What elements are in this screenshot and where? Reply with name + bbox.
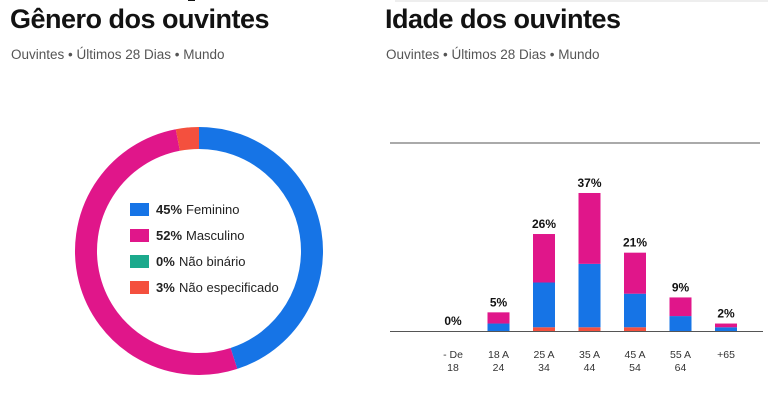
- age-subtitle: Ouvintes • Últimos 28 Dias • Mundo: [386, 47, 600, 62]
- bar-segment-masculino: [533, 234, 555, 283]
- legend-percent: 3%: [156, 280, 175, 295]
- bar-segment-masculino: [624, 252, 646, 294]
- donut-slice-masculino: [75, 129, 238, 375]
- legend-swatch: [130, 229, 149, 242]
- x-tick-label: 25 A 34: [533, 349, 554, 374]
- legend-swatch: [130, 255, 149, 268]
- legend-percent: 45%: [156, 202, 183, 217]
- bar-segment-feminino: [715, 327, 737, 331]
- bar-total-label: 0%: [444, 314, 462, 328]
- legend-label: Não especificado: [179, 280, 279, 295]
- bar-segment-feminino: [487, 323, 510, 331]
- bar-segment-nao-especificado: [533, 327, 555, 331]
- bar-segment-masculino: [578, 192, 601, 264]
- legend-swatch: [130, 203, 149, 216]
- bar-total-label: 9%: [672, 280, 690, 294]
- legend-label: Não binário: [179, 254, 246, 269]
- x-tick-label: - De 18: [443, 349, 463, 374]
- donut-slice-feminino: [198, 127, 323, 369]
- x-tick-label: 55 A 64: [670, 349, 691, 374]
- x-tick-label: 45 A 54: [624, 349, 645, 374]
- x-tick-label: 35 A 44: [579, 349, 600, 374]
- legend-percent: 0%: [156, 254, 175, 269]
- bar-total-label: 21%: [623, 236, 647, 250]
- age-title: Idade dos ouvintes: [385, 4, 621, 34]
- age-bar-chart: 0% - De 18 5% 18 A 24 26% 25 A 34 37% 35 A 44 21% 45 …: [390, 142, 763, 374]
- legend-label: Feminino: [186, 202, 240, 217]
- bar-segment-masculino: [487, 312, 510, 324]
- bar-segment-feminino: [624, 293, 646, 328]
- legend-swatch: [130, 281, 149, 294]
- bar-total-label: 2%: [717, 307, 735, 321]
- bar-segment-feminino: [669, 316, 692, 331]
- bar-total-label: 37%: [577, 176, 601, 190]
- gender-panel: Gênero dos ouvintes Ouvintes • Últimos 2…: [0, 0, 360, 400]
- bar-segment-masculino: [669, 297, 692, 317]
- legend-percent: 52%: [156, 228, 183, 243]
- x-tick-label: +65: [717, 349, 735, 361]
- gender-subtitle: Ouvintes • Últimos 28 Dias • Mundo: [11, 47, 225, 62]
- top-divider: [395, 0, 768, 2]
- x-tick-label: 18 A 24: [488, 349, 509, 374]
- top-marker: [188, 0, 195, 1]
- bar-segment-feminino: [578, 263, 601, 328]
- bar-segment-nao-especificado: [578, 327, 601, 331]
- age-panel: Idade dos ouvintes Ouvintes • Últimos 28…: [375, 0, 768, 400]
- bar-total-label: 26%: [532, 217, 556, 231]
- bar-segment-masculino: [715, 323, 737, 328]
- gender-donut-chart: [75, 127, 323, 375]
- legend-label: Masculino: [186, 228, 245, 243]
- bar-segment-nao-especificado: [624, 327, 646, 331]
- bar-total-label: 5%: [490, 295, 508, 309]
- donut-slice-nao-especificado: [175, 127, 200, 151]
- bar-segment-feminino: [533, 282, 555, 328]
- gender-title: Gênero dos ouvintes: [10, 4, 270, 34]
